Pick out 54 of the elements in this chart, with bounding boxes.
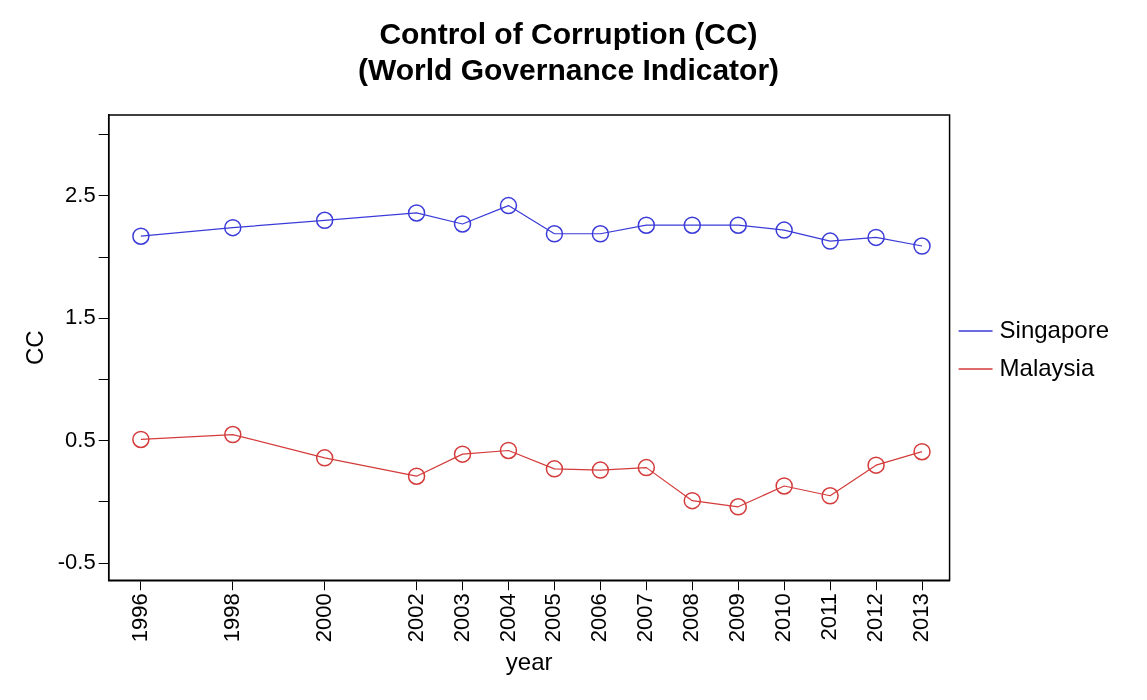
point — [224, 218, 242, 237]
x-tick-label: 2011 — [816, 593, 842, 641]
point — [683, 216, 702, 234]
point — [637, 216, 656, 234]
point — [683, 491, 702, 510]
x-tick-label: 2003 — [448, 593, 474, 643]
y-tick-label: 1.5 — [65, 304, 96, 330]
x-tick-label: 2012 — [862, 593, 888, 643]
legend-label: Malaysia — [999, 353, 1095, 381]
point — [132, 227, 150, 245]
x-axis-title: year — [505, 648, 553, 676]
x-tick-label: 1998 — [218, 593, 244, 643]
point — [729, 216, 747, 234]
point — [867, 228, 885, 247]
point — [591, 461, 610, 479]
point — [453, 215, 472, 233]
x-tick-label: 2006 — [586, 593, 612, 643]
y-axis-title: CC — [21, 330, 49, 365]
point — [913, 442, 931, 461]
point — [913, 237, 931, 255]
x-tick-label: 2005 — [540, 593, 566, 643]
point — [407, 467, 426, 485]
point — [499, 196, 518, 215]
point — [821, 487, 839, 505]
chart-title: Control of Corruption (CC) (World Governance Indicator) — [357, 17, 780, 87]
x-tick-label: 2007 — [632, 593, 658, 643]
point — [132, 430, 150, 449]
point — [775, 221, 793, 239]
point — [315, 449, 334, 467]
point — [867, 456, 885, 474]
point — [545, 460, 564, 478]
x-tick-label: 2010 — [770, 593, 796, 643]
x-tick-label: 2000 — [310, 593, 336, 643]
point — [407, 204, 426, 222]
point — [591, 225, 610, 243]
x-tick-label: 1996 — [126, 593, 152, 643]
y-tick-label: 0.5 — [65, 426, 96, 452]
point — [729, 498, 747, 516]
point — [315, 211, 334, 230]
x-tick-label: 2008 — [678, 593, 704, 643]
y-tick-label: -0.5 — [57, 549, 96, 575]
point — [775, 477, 793, 495]
point — [545, 225, 564, 243]
x-tick-label: 2002 — [402, 593, 428, 643]
y-tick-label: 2.5 — [65, 181, 96, 207]
point — [499, 441, 518, 460]
point — [224, 425, 242, 444]
point — [637, 458, 656, 477]
x-tick-label: 2009 — [724, 593, 750, 643]
legend-label: Singapore — [999, 315, 1109, 343]
x-tick-label: 2013 — [908, 593, 934, 643]
x-tick-label: 2004 — [494, 593, 520, 643]
point — [453, 445, 472, 463]
point — [821, 232, 839, 250]
